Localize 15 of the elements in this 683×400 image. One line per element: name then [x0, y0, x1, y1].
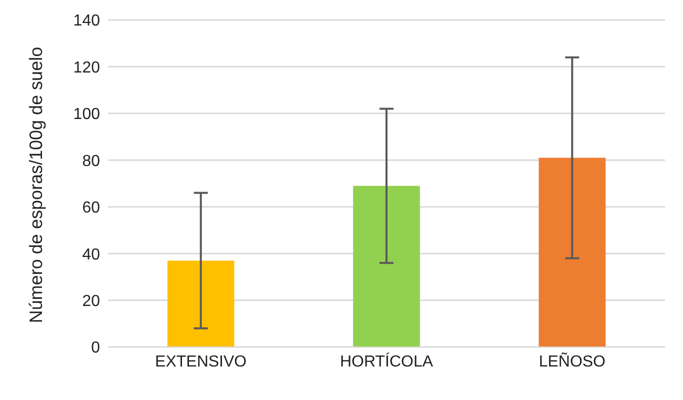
y-tick-label: 100 [73, 106, 100, 124]
x-tick-label: LEÑOSO [538, 351, 606, 370]
y-tick-label: 60 [82, 200, 100, 217]
y-tick-label: 120 [73, 59, 100, 76]
bar [353, 186, 420, 347]
x-tick-label: HORTÍCOLA [340, 352, 434, 370]
bar [538, 158, 606, 347]
y-tick-label: 140 [73, 12, 100, 30]
y-tick-label: 40 [82, 246, 100, 264]
y-tick-label: 80 [82, 152, 100, 170]
y-axis-title: Número de esporas/100g de suelo [25, 46, 47, 326]
y-tick-label: 20 [82, 292, 100, 310]
bar [167, 260, 234, 347]
x-tick-label: EXTENSIVO [155, 353, 247, 370]
y-tick-label: 0 [91, 340, 100, 357]
